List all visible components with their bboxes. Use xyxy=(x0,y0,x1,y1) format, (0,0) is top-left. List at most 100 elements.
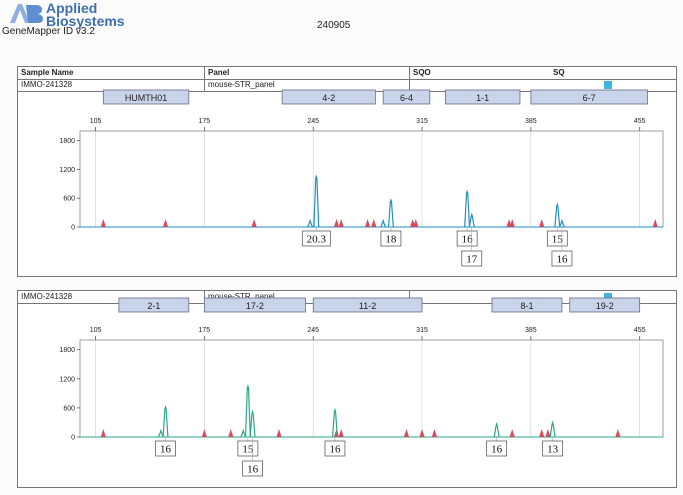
locus-marker-label: 6-4 xyxy=(400,93,413,103)
y-tick-label: 600 xyxy=(63,405,75,412)
allele-call-box xyxy=(461,250,483,267)
brand-name: Applied Biosystems xyxy=(46,0,125,29)
size-standard-peak xyxy=(100,219,106,227)
allele-call-box xyxy=(456,230,478,247)
locus-marker-label: HUMTH01 xyxy=(125,93,168,103)
y-tick-label: 600 xyxy=(63,196,75,203)
locus-marker-label: 19-2 xyxy=(596,301,614,311)
plot-area xyxy=(79,130,664,228)
allele-call-label: 15 xyxy=(552,234,564,246)
size-standard-peak xyxy=(419,429,425,437)
x-tick-label: 455 xyxy=(634,327,646,334)
allele-call-box xyxy=(242,460,263,477)
size-standard-peak xyxy=(276,429,282,437)
size-standard-peak xyxy=(545,429,551,437)
y-tick-label: 1800 xyxy=(59,347,75,354)
locus-marker-label: 1-1 xyxy=(476,93,489,103)
locus-marker xyxy=(569,297,641,313)
size-standard-peak xyxy=(371,219,377,227)
allele-call-box xyxy=(542,440,563,457)
signal-peak xyxy=(554,202,561,228)
signal-peak xyxy=(307,218,314,228)
signal-peak xyxy=(558,218,565,228)
signal-peak xyxy=(162,404,169,438)
size-standard-peak xyxy=(333,219,340,227)
signal-peak xyxy=(249,409,256,438)
header-sq: SQ xyxy=(553,68,565,77)
electropherogram-panel-green: IMMO-241328 mouse-STR_panel 2-1 17-2 11-2 8… xyxy=(17,290,677,488)
panel-value: mouse-STR_panel xyxy=(205,291,410,303)
y-tick-label: 1200 xyxy=(59,376,75,383)
allele-call-label: 17 xyxy=(466,254,478,266)
allele-call-box xyxy=(546,230,568,247)
size-standard-peak xyxy=(338,219,344,227)
signal-peak xyxy=(240,428,247,438)
x-tick-label: 175 xyxy=(199,118,211,125)
allele-call-box xyxy=(551,250,573,267)
allele-call-label: 16 xyxy=(462,234,474,246)
locus-marker-label: 2-1 xyxy=(147,301,160,311)
electropherogram-panel-blue: Sample Name Panel SQO SQ IMMO-241328 mou… xyxy=(17,66,677,277)
size-standard-peak xyxy=(403,429,410,437)
x-tick-label: 315 xyxy=(416,327,428,334)
size-standard-peak xyxy=(365,219,371,227)
signal-peak xyxy=(157,428,164,438)
locus-marker xyxy=(382,89,431,105)
allele-call-box xyxy=(486,440,508,457)
brand-name-line1: Applied xyxy=(46,0,98,16)
size-standard-peak xyxy=(615,429,621,437)
size-standard-peak xyxy=(539,429,545,437)
signal-peak xyxy=(380,218,387,228)
y-tick-label: 1200 xyxy=(59,167,75,174)
size-standard-peak xyxy=(413,219,419,227)
header-sqo: SQO xyxy=(413,68,431,77)
locus-marker xyxy=(203,297,306,313)
allele-call-label: 16 xyxy=(491,444,503,456)
signal-peak xyxy=(331,407,338,438)
x-tick-label: 315 xyxy=(416,118,428,125)
locus-marker xyxy=(312,297,423,313)
signal-peak xyxy=(549,420,556,438)
locus-marker xyxy=(102,89,190,105)
allele-call-label: 16 xyxy=(247,464,259,476)
locus-marker xyxy=(491,297,563,313)
size-standard-peak xyxy=(509,429,515,437)
allele-call-box xyxy=(380,230,402,247)
locus-marker-label: 8-1 xyxy=(520,301,533,311)
header-sample-name: Sample Name xyxy=(18,67,205,79)
size-standard-peak xyxy=(652,219,658,227)
size-standard-peak xyxy=(228,429,234,437)
signal-peak xyxy=(493,421,500,438)
x-tick-label: 175 xyxy=(199,327,211,334)
size-standard-peak xyxy=(100,429,106,437)
signal-peak xyxy=(313,174,320,228)
allele-call-label: 16 xyxy=(556,254,568,266)
chart-plot-green: 2-1 17-2 11-2 8-1 19-2 105 175 245 315 385 455 0 600… xyxy=(59,297,664,477)
signal-peak xyxy=(464,189,471,228)
x-tick-label: 245 xyxy=(307,118,319,125)
locus-marker-label: 17-2 xyxy=(246,301,264,311)
x-tick-label: 385 xyxy=(525,327,537,334)
size-standard-peak xyxy=(338,429,344,437)
locus-marker xyxy=(281,89,376,105)
x-tick-label: 105 xyxy=(90,327,102,334)
plot-area xyxy=(79,339,664,438)
allele-call-box xyxy=(155,440,176,457)
x-tick-label: 105 xyxy=(90,118,102,125)
signal-peak xyxy=(387,198,394,228)
brand-name-line2: Biosystems xyxy=(46,13,125,29)
size-standard-peak xyxy=(431,429,438,437)
allele-call-label: 20.3 xyxy=(307,234,327,246)
y-tick-label: 0 xyxy=(71,435,75,442)
allele-call-label: 18 xyxy=(385,234,397,246)
size-standard-peak xyxy=(539,219,545,227)
signal-peak xyxy=(468,212,475,228)
allele-call-label: 16 xyxy=(329,444,341,456)
product-name: GeneMapper ID v3.2 xyxy=(2,26,95,37)
x-tick-label: 455 xyxy=(634,118,646,125)
locus-marker xyxy=(444,89,521,105)
chart-plot-blue: HUMTH01 4-2 6-4 1-1 6-7 105 175 245 315 385 455 0 60… xyxy=(59,89,664,267)
y-tick-label: 1800 xyxy=(59,138,75,145)
allele-call-box xyxy=(237,440,259,457)
allele-call-box xyxy=(301,230,331,247)
